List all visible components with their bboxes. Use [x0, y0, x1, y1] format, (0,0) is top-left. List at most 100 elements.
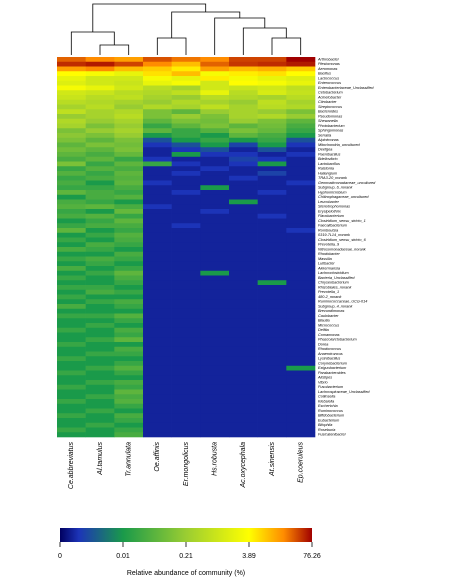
heat-cell [143, 66, 172, 72]
row-label: Fusobacterium [318, 385, 343, 389]
heat-cell [85, 351, 115, 357]
heat-cell [57, 147, 86, 153]
heat-cell [143, 147, 172, 153]
heat-cell [85, 375, 115, 381]
heat-cell [229, 109, 258, 115]
row-label: Serratia [318, 133, 331, 137]
heat-cell [143, 242, 172, 248]
column-label: Al.tamulus [97, 442, 104, 476]
row-label: Sphingomonas [318, 129, 343, 133]
heat-cell [85, 66, 115, 72]
heat-cell [229, 161, 258, 167]
heat-cell [85, 232, 115, 238]
row-label: Haliangium [318, 171, 337, 175]
heat-cell [286, 370, 316, 376]
heat-cell [143, 251, 172, 257]
heat-cell [171, 299, 201, 305]
heat-cell [57, 380, 86, 386]
heat-cell [286, 90, 316, 96]
row-label: Aeromonas [317, 67, 338, 71]
row-label: Alistipes [317, 376, 332, 380]
heat-cell [286, 57, 316, 63]
heat-cell [286, 166, 316, 172]
row-label: Romboutsia [318, 228, 338, 232]
heat-cell [143, 413, 172, 419]
heat-cell [171, 171, 201, 177]
heat-cell [200, 323, 230, 329]
heat-cell [57, 261, 86, 267]
heat-cell [171, 261, 201, 267]
row-label: Rhodobacter [318, 252, 340, 256]
heat-cell [57, 161, 86, 167]
heat-cell [57, 232, 86, 238]
heat-cell [57, 104, 86, 110]
row-label: Subgroup_6_norank [318, 186, 354, 190]
column-label: Hs.robusta [212, 442, 219, 476]
heat-cell [171, 422, 201, 428]
heat-cell [229, 323, 258, 329]
heat-cell [85, 218, 115, 224]
heat-cell [171, 346, 201, 352]
x-tick-label: 0.01 [116, 553, 130, 560]
heat-cell [114, 361, 144, 367]
heat-cell [257, 251, 287, 257]
heat-cell [85, 223, 115, 229]
heat-cell [114, 118, 144, 124]
heat-cell [57, 213, 86, 219]
heat-cell [114, 389, 144, 395]
heat-cell [229, 57, 258, 63]
heat-cell [114, 180, 144, 186]
heat-cell [286, 156, 316, 162]
row-label: Erysipelothrix [318, 209, 342, 213]
heat-cell [257, 218, 287, 224]
heat-cell [229, 399, 258, 405]
heat-cell [171, 318, 201, 324]
heat-cell [85, 266, 115, 272]
heat-cell [171, 418, 201, 424]
heat-cell [114, 375, 144, 381]
heat-cell [200, 266, 230, 272]
heat-cell [200, 251, 230, 257]
heat-cell [257, 261, 287, 267]
heat-cell [286, 171, 316, 177]
heat-cell [85, 280, 115, 286]
heat-cell [229, 128, 258, 134]
heat-cell [200, 275, 230, 281]
heat-cell [229, 384, 258, 390]
heat-cell [200, 394, 230, 400]
heat-cell [85, 57, 115, 63]
heat-cell [114, 380, 144, 386]
heat-cell [114, 61, 144, 67]
heat-cell [171, 337, 201, 343]
dendrogram [70, 3, 302, 55]
heat-cell [171, 375, 201, 381]
heat-cell [57, 85, 86, 91]
heat-cell [57, 346, 86, 352]
heat-cell [57, 180, 86, 186]
heat-cell [257, 342, 287, 348]
heat-cell [143, 114, 172, 120]
heat-cell [143, 228, 172, 234]
heat-cell [171, 408, 201, 414]
heat-cell [85, 104, 115, 110]
heat-cell [85, 332, 115, 338]
heat-cell [114, 289, 144, 295]
heat-cell [57, 299, 86, 305]
heat-cell [200, 95, 230, 101]
heat-cell [143, 118, 172, 124]
heat-cell [85, 261, 115, 267]
heat-cell [229, 408, 258, 414]
heat-cell [200, 223, 230, 229]
heat-cell [200, 171, 230, 177]
heat-cell [286, 251, 316, 257]
heat-cell [229, 299, 258, 305]
heat-cell [171, 185, 201, 191]
heat-cell [171, 204, 201, 210]
heat-cell [171, 180, 201, 186]
heat-cell [85, 251, 115, 257]
heat-cell [143, 332, 172, 338]
heat-cell [257, 399, 287, 405]
heat-cell [57, 194, 86, 200]
heat-cell [200, 318, 230, 324]
heat-cell [286, 432, 316, 438]
